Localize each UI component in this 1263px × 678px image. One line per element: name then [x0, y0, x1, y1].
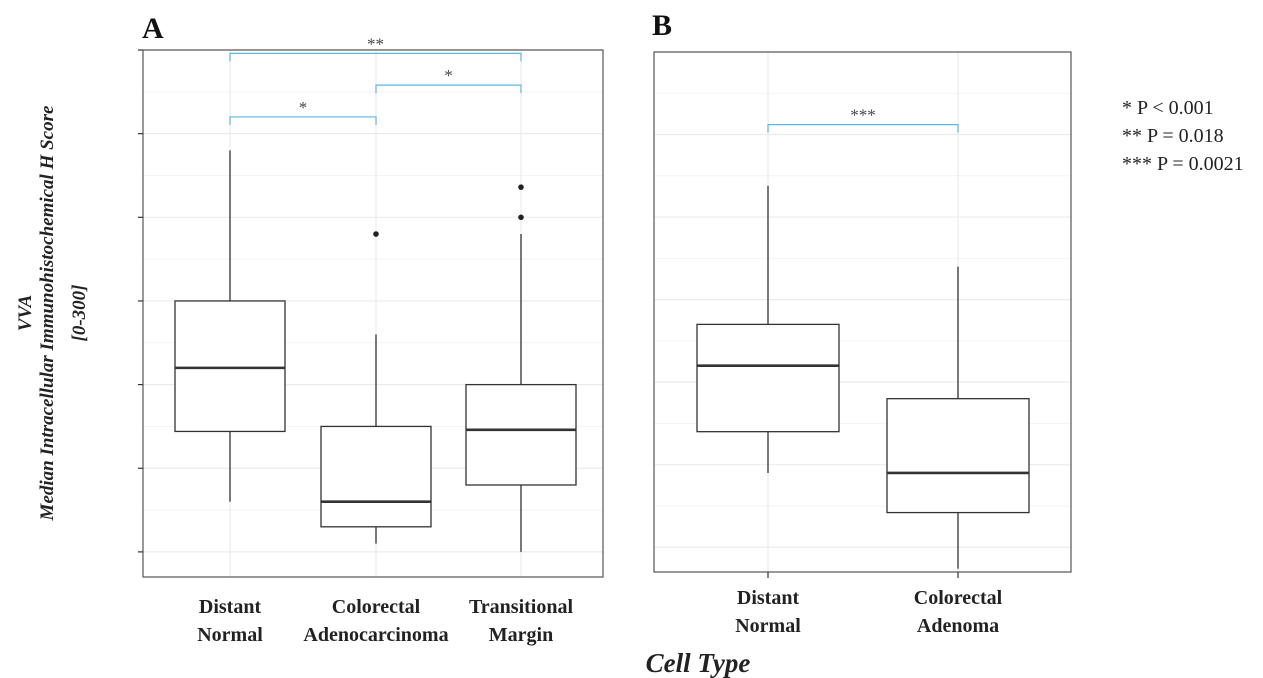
panel-a-category-label-3-line-1: Transitional: [469, 596, 574, 618]
panel-b-plot: ***: [653, 51, 1072, 578]
legend-entry-2: ** P = 0.018: [1122, 125, 1224, 147]
panel-a-significance-bracket-3: **: [229, 34, 522, 62]
panel-a-category-label-2-line-1: Colorectal: [332, 596, 421, 618]
x-axis-title: Cell Type: [646, 648, 751, 678]
panel-a-category-label-1-line-2: Normal: [197, 624, 263, 646]
panel-a-box-3: [465, 184, 577, 552]
panel-b-box-2-iqr: [886, 398, 1030, 514]
panel-b-category-label-2-line-1: Colorectal: [914, 587, 1003, 609]
panel-a-box-2: [320, 231, 432, 544]
panel-a-box-1-iqr: [174, 300, 286, 433]
y-axis-title-line-3: [0-300]: [69, 285, 90, 342]
panel-a-significance-bracket-1-line: [229, 116, 377, 125]
panel-a-box-2-outlier-1: [373, 231, 379, 237]
panel-a-significance-bracket-2: *: [375, 66, 522, 94]
panel-b-box-1: [696, 185, 840, 473]
legend-entry-1: * P < 0.001: [1122, 97, 1214, 119]
panel-a-category-labels: Distant Normal Colorectal Adenocarcinoma Tra…: [197, 596, 573, 646]
panel-b-significance-bracket-1-line: [767, 124, 959, 133]
panel-b-significance-bracket-1: ***: [767, 106, 959, 133]
panel-a-plot: ****: [138, 34, 604, 578]
panel-a-category-label-2-line-2: Adenocarcinoma: [303, 624, 448, 646]
panel-a-significance-bracket-3-line: [229, 52, 522, 62]
panel-a-box-3-outlier-2: [518, 184, 524, 190]
panel-b-category-label-1-line-1: Distant: [737, 587, 800, 609]
panel-a-significance-bracket-2-label: *: [444, 66, 453, 85]
panel-b-box-1-iqr: [696, 323, 840, 433]
panel-a-significance-bracket-1: *: [229, 98, 377, 125]
y-axis-title-line-2: Median Intracellular Immunohistochemical…: [37, 105, 58, 521]
panel-b-significance-bracket-1-label: ***: [850, 106, 876, 125]
panel-a-box-2-iqr: [320, 425, 432, 528]
panel-b-letter: B: [652, 9, 672, 42]
significance-legend: * P < 0.001 ** P = 0.018 *** P = 0.0021: [1122, 97, 1244, 175]
panel-b-box-2: [886, 266, 1030, 569]
panel-a-category-label-3-line-2: Margin: [489, 624, 553, 646]
panel-a-box-3-outlier-1: [518, 214, 524, 221]
panel-b-category-label-2-line-2: Adenoma: [917, 615, 999, 637]
y-axis-title: VVA Median Intracellular Immunohistochem…: [15, 105, 90, 521]
panel-a-letter: A: [142, 12, 164, 45]
panel-b-category-label-1-line-2: Normal: [735, 615, 801, 637]
panel-a-significance-bracket-2-line: [375, 84, 522, 94]
panel-b-category-labels: Distant Normal Colorectal Adenoma: [735, 587, 1002, 637]
panel-a-significance-bracket-3-label: **: [367, 34, 384, 53]
panel-a-box-3-iqr: [465, 383, 577, 486]
y-axis-title-line-1: VVA: [15, 295, 36, 332]
legend-entry-3: *** P = 0.0021: [1122, 153, 1244, 175]
panel-b-frame: [653, 51, 1072, 573]
panel-a-frame: [142, 49, 604, 578]
panel-a-significance-bracket-1-label: *: [299, 98, 308, 117]
panel-a-category-label-1-line-1: Distant: [199, 596, 262, 618]
panel-a-box-1: [174, 150, 286, 502]
